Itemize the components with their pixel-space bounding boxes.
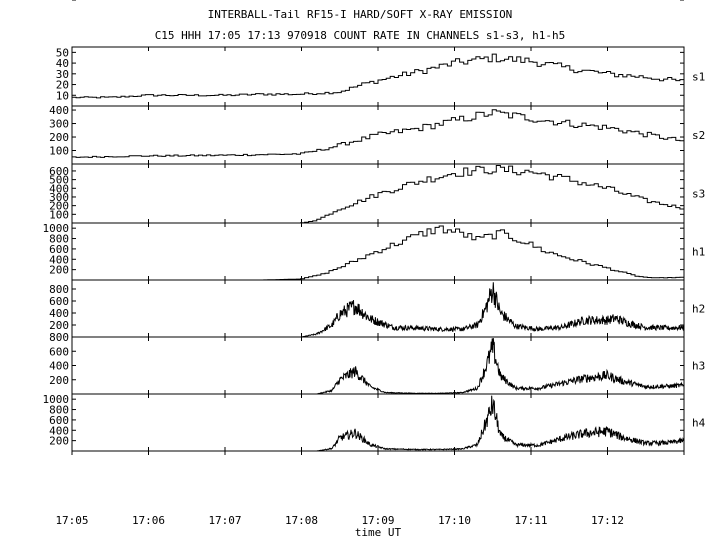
series-h3 (72, 338, 685, 395)
series-h4 (72, 395, 685, 452)
y-tick-label-h4-200: 200 (49, 435, 69, 448)
time-axis: 17:05 17:06 17:07 17:08 17:09 17:10 17:11 17:12 (55, 514, 624, 527)
series-h2 (72, 282, 685, 338)
y-tick-label-h5-600: 600 (49, 0, 69, 3)
y-tick-label-h1-1000: 1000 (43, 222, 70, 235)
y-tick-label-s3-300: 300 (49, 191, 69, 204)
y-tick-label-h3-800: 800 (49, 331, 69, 344)
y-tick-label-h4-800: 800 (49, 404, 69, 417)
series-h1 (72, 225, 684, 281)
y-tick-label-s2-100: 100 (49, 145, 69, 158)
x-tick-label-2: 17:07 (208, 514, 241, 527)
panel-frame-h4 (71, 393, 685, 452)
series-s2 (72, 109, 684, 158)
y-tick-label-h5-800: 800 (49, 0, 69, 3)
y-tick-label-h4-1000: 1000 (43, 393, 70, 406)
x-tick-label-7: 17:12 (591, 514, 624, 527)
y-tick-label-h4-600: 600 (49, 414, 69, 427)
y-tick-label-h3-400: 400 (49, 360, 69, 373)
channel-label-s3: s3 (692, 188, 705, 201)
panel-stack: 1020304050s1100200300400s210020030040050… (43, 0, 706, 455)
y-tick-label-s1-20: 20 (56, 79, 69, 92)
y-tick-label-h2-600: 600 (49, 295, 69, 308)
y-tick-label-h5-200: 200 (49, 0, 69, 3)
x-tick-label-5: 17:10 (438, 514, 471, 527)
channel-label-h3: h3 (692, 360, 705, 373)
y-tick-label-h2-200: 200 (49, 319, 69, 332)
y-tick-label-h3-200: 200 (49, 374, 69, 387)
series-s3 (72, 165, 684, 224)
y-tick-label-h2-400: 400 (49, 307, 69, 320)
x-tick-label-4: 17:09 (361, 514, 394, 527)
channel-label-h1: h1 (692, 246, 705, 259)
y-tick-label-h2-800: 800 (49, 283, 69, 296)
y-tick-label-s1-30: 30 (56, 68, 69, 81)
panel-h5: 20040060080010001200h5 (43, 0, 705, 455)
channel-label-h4: h4 (692, 417, 706, 430)
y-tick-label-s3-400: 400 (49, 182, 69, 195)
x-tick-label-1: 17:06 (132, 514, 165, 527)
y-tick-label-h1-600: 600 (49, 243, 69, 256)
y-tick-label-h5-400: 400 (49, 0, 69, 3)
panel-frame-s1 (71, 46, 685, 107)
y-tick-label-h4-400: 400 (49, 424, 69, 437)
channel-label-s1: s1 (692, 71, 705, 84)
y-tick-label-s3-200: 200 (49, 200, 69, 213)
y-tick-label-s3-600: 600 (49, 165, 69, 178)
y-tick-label-h5-1000: 1000 (43, 0, 70, 3)
y-tick-label-s1-50: 50 (56, 46, 69, 59)
y-tick-label-h1-800: 800 (49, 233, 69, 246)
y-tick-label-s2-400: 400 (49, 104, 69, 117)
y-tick-label-h1-200: 200 (49, 264, 69, 277)
x-tick-label-0: 17:05 (55, 514, 88, 527)
x-tick-label-3: 17:08 (285, 514, 318, 527)
y-tick-label-s1-40: 40 (56, 57, 69, 70)
y-tick-label-s2-300: 300 (49, 118, 69, 131)
y-tick-label-s1-10: 10 (56, 89, 69, 102)
x-tick-label-6: 17:11 (514, 514, 547, 527)
y-tick-label-h1-400: 400 (49, 253, 69, 266)
series-s1 (72, 53, 684, 99)
panel-frame-h3 (71, 336, 685, 395)
y-tick-label-s3-500: 500 (49, 174, 69, 187)
chart-subtitle: C15 HHH 17:05 17:13 970918 COUNT RATE IN… (154, 29, 566, 42)
x-axis-label: time UT (355, 526, 402, 539)
channel-label-s2: s2 (692, 129, 705, 142)
chart-title: INTERBALL-Tail RF15-I HARD/SOFT X-RAY EM… (207, 8, 513, 21)
panel-frame-h2 (71, 279, 685, 338)
y-tick-label-h3-600: 600 (49, 345, 69, 358)
y-tick-label-s3-100: 100 (49, 208, 69, 221)
panel-frame-s2 (71, 105, 685, 165)
y-tick-label-s2-200: 200 (49, 131, 69, 144)
channel-label-h5: h5 (692, 0, 705, 3)
channel-label-h2: h2 (692, 303, 705, 316)
